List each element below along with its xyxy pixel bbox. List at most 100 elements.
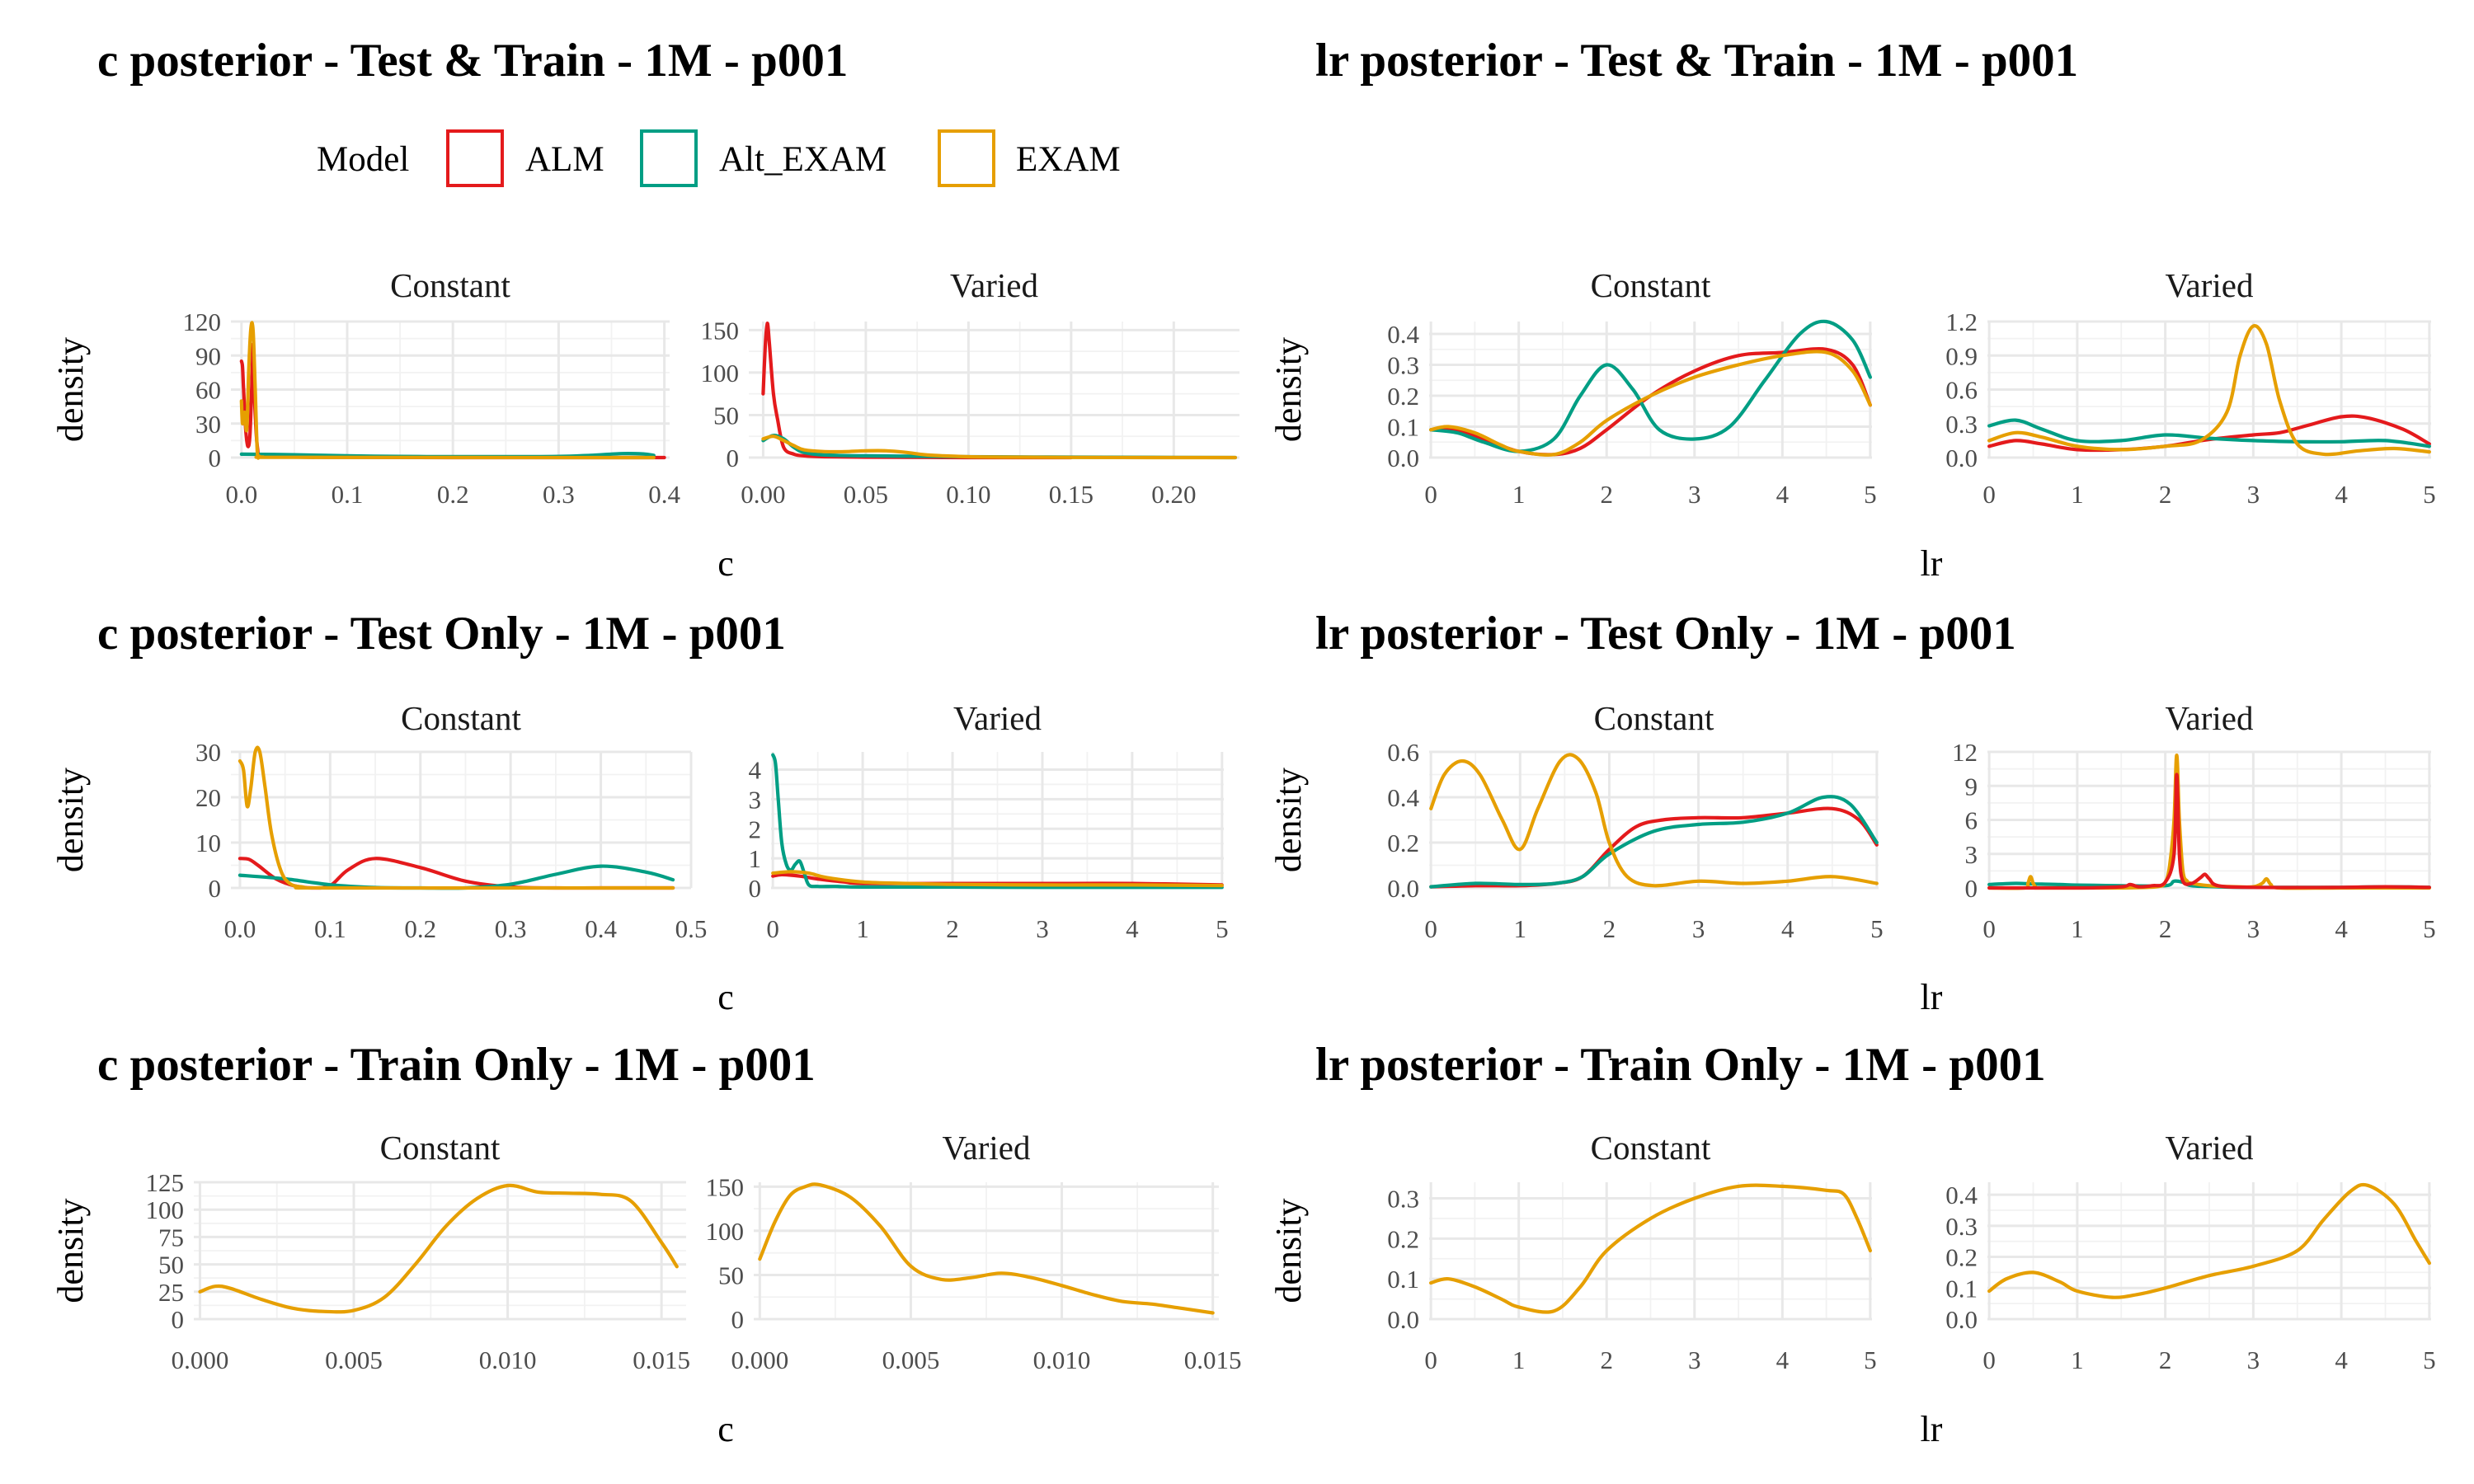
x-tick-label: 5 [1864, 480, 1877, 509]
y-tick-label: 0.0 [1945, 444, 1978, 472]
y-tick-label: 0.1 [1945, 1274, 1978, 1303]
series-line-exam [1987, 324, 2431, 457]
grid [231, 320, 670, 459]
y-tick-label: 0.2 [1387, 1224, 1419, 1253]
y-tick-label: 1 [749, 844, 762, 873]
legend-title: Model [317, 140, 409, 179]
x-axis-title: lr [1921, 977, 1943, 1017]
y-tick-label: 2 [749, 815, 762, 843]
y-tick-label: 0.0 [1387, 874, 1419, 903]
x-tick-label: 2 [1600, 480, 1613, 509]
panel-varied: 0 1 2 3 4 5 0.0 0.3 0.6 0.9 1.2 Varied [1945, 266, 2435, 509]
x-axis-title: c [717, 977, 734, 1017]
x-tick-label: 1 [1514, 914, 1527, 943]
chart-title: c posterior - Test Only - 1M - p001 [97, 608, 786, 660]
x-tick-label: 1 [2071, 914, 2084, 943]
x-tick-label: 1 [2071, 480, 2084, 509]
panel-constant: 0 1 2 3 4 5 0.0 0.1 0.2 0.3 Constant [1387, 1129, 1876, 1374]
x-axis-title: c [717, 543, 734, 584]
facet-label: Constant [1591, 266, 1711, 304]
x-tick-label: 0.0 [224, 914, 256, 943]
series-group [1987, 1182, 2431, 1299]
x-tick-label: 0.015 [633, 1345, 690, 1374]
y-tick-label: 0 [1965, 874, 1978, 903]
y-tick-label: 0 [209, 874, 222, 903]
x-tick-label: 0.3 [543, 480, 575, 509]
series-group [1987, 324, 2431, 457]
chart-lr-posterior-test-and-train-1m-p001: lr posterior - Test & Train - 1M - p001 d… [1268, 35, 2436, 584]
y-tick-label: 0.4 [1945, 1181, 1978, 1209]
y-tick-label: 0.3 [1945, 410, 1978, 439]
series-line-exam [239, 321, 656, 460]
y-axis-title: density [50, 768, 91, 872]
legend-key-alt-exam [640, 129, 698, 187]
x-tick-label: 0.1 [332, 480, 364, 509]
grid [231, 750, 693, 890]
y-tick-label: 1.2 [1945, 308, 1978, 336]
x-tick-label: 0 [1982, 914, 1996, 943]
x-tick-label: 4 [1776, 480, 1790, 509]
series-line-exam [1987, 1182, 2431, 1299]
x-tick-label: 0.5 [675, 914, 708, 943]
x-tick-label: 0.10 [946, 480, 990, 509]
y-tick-label: 100 [701, 359, 740, 387]
series-line-exam [1429, 753, 1879, 888]
grid [194, 1181, 686, 1321]
series-line-alt-exam [1429, 319, 1872, 453]
x-tick-label: 5 [1864, 1345, 1877, 1374]
x-tick-label: 2 [1603, 914, 1616, 943]
series-group [1429, 1183, 1872, 1314]
y-tick-label: 0 [209, 444, 222, 472]
x-tick-label: 4 [1126, 914, 1139, 943]
x-tick-label: 0.000 [731, 1345, 788, 1374]
chart-title: lr posterior - Train Only - 1M - p001 [1315, 1039, 2046, 1091]
series-line-exam [758, 1182, 1215, 1315]
series-line-alm [1987, 773, 2431, 890]
chart-title: c posterior - Train Only - 1M - p001 [97, 1039, 816, 1091]
y-tick-label: 12 [1952, 738, 1978, 767]
x-tick-label: 4 [2335, 1345, 2348, 1374]
y-tick-label: 90 [195, 341, 221, 370]
y-tick-label: 50 [713, 401, 739, 430]
series-line-exam [238, 745, 675, 890]
facet-label: Constant [390, 266, 510, 304]
chart-c-posterior-test-only-1m-p001: c posterior - Test Only - 1M - p001 densi… [50, 608, 1229, 1017]
y-axis-title: density [50, 337, 91, 442]
legend: Model ALM Alt_EXAM EXAM [317, 129, 1121, 187]
y-axis-title: density [1268, 1198, 1309, 1303]
x-tick-label: 0.20 [1151, 480, 1196, 509]
x-tick-label: 2 [946, 914, 959, 943]
y-tick-label: 50 [718, 1261, 744, 1289]
facet-label: Constant [380, 1129, 501, 1167]
series-group [239, 321, 666, 460]
series-group [1987, 754, 2431, 890]
x-tick-label: 4 [1781, 914, 1794, 943]
x-tick-label: 0.4 [648, 480, 680, 509]
legend-label-alt-exam: Alt_EXAM [719, 140, 887, 179]
panel-varied: 0 1 2 3 4 5 0.00.10.20.3 0.4 Varied [1945, 1129, 2435, 1374]
y-tick-label: 125 [146, 1168, 185, 1197]
series-group [758, 1182, 1215, 1315]
y-tick-label: 0.6 [1387, 738, 1419, 767]
x-tick-label: 0.4 [585, 914, 617, 943]
x-tick-label: 0.00 [741, 480, 785, 509]
x-tick-label: 3 [2247, 914, 2260, 943]
panel-constant: 0.0 0.1 0.2 0.3 0.4 0 30 60 90 120 Constant [183, 266, 681, 509]
series-line-exam [1429, 350, 1872, 457]
y-tick-label: 3 [1965, 840, 1978, 869]
y-tick-label: 150 [706, 1172, 745, 1201]
x-tick-label: 0 [1982, 1345, 1996, 1374]
facet-label: Constant [401, 699, 521, 737]
series-group [1429, 319, 1872, 457]
panel-constant: 0 1 2 3 4 5 0.00.10.20.30.4 Constant [1387, 266, 1876, 509]
series-group [1429, 753, 1879, 889]
y-tick-label: 0.0 [1945, 1305, 1978, 1334]
x-tick-label: 4 [2335, 480, 2348, 509]
y-axis-title: density [1268, 768, 1309, 872]
panel-constant: 0 1 2 3 4 5 0.0 0.2 0.4 0.6 Constant [1387, 699, 1883, 943]
chart-title: lr posterior - Test & Train - 1M - p001 [1315, 35, 2078, 87]
x-tick-label: 1 [856, 914, 869, 943]
series-line-exam [771, 870, 1224, 888]
